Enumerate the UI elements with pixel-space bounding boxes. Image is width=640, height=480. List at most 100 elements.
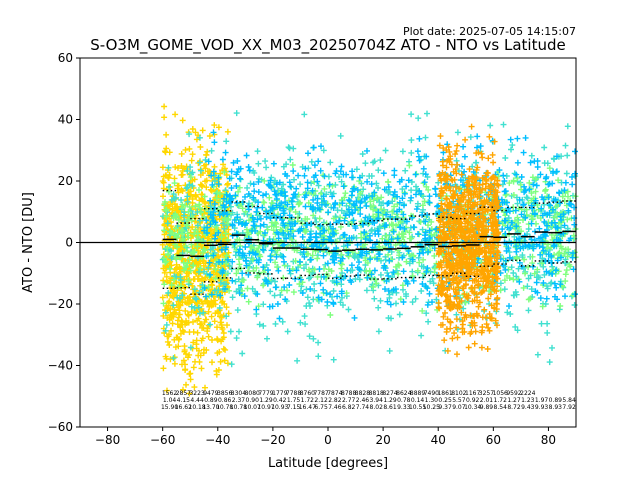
bin-stat-label: 10.78 <box>230 404 247 411</box>
bin-stat-label: 1167 <box>465 390 480 397</box>
bin-stat-label: 8624 <box>396 390 411 397</box>
bin-stat-label: 2.12 <box>314 397 328 404</box>
bin-stat-label: 8102 <box>451 390 466 397</box>
bin-stat-label: 3856 <box>217 390 232 397</box>
x-tick-label: 80 <box>541 433 556 447</box>
bin-stat-label: 10.93 <box>271 404 288 411</box>
bin-stat-label: 1.23 <box>521 397 535 404</box>
bin-stat-label: 1.72 <box>494 397 508 404</box>
x-tick-label: −60 <box>150 433 175 447</box>
point-cloud-3 <box>201 129 578 322</box>
bin-stat-label: 8.61 <box>383 404 397 411</box>
bin-stat-label: 6.75 <box>314 404 328 411</box>
x-tick-label: −80 <box>95 433 120 447</box>
bin-stat-label: 1.04 <box>163 397 177 404</box>
bin-stat-label: 0.86 <box>218 397 232 404</box>
y-tick-label: 60 <box>58 51 73 65</box>
bin-stat-label: 4.44 <box>190 397 204 404</box>
x-tick-label: 60 <box>486 433 501 447</box>
bin-stat-label: 16.62 <box>175 404 192 411</box>
bin-stat-label: 10.97 <box>257 404 274 411</box>
bin-stat-label: 3223 <box>189 390 204 397</box>
bin-stat-label: 10.18 <box>189 404 206 411</box>
bin-stat-label: 9.89 <box>480 404 494 411</box>
bin-stat-label: 8304 <box>231 390 246 397</box>
bin-stat-label: 4.15 <box>177 397 191 404</box>
bin-stat-label: 0.25 <box>438 397 452 404</box>
bin-stat-label: 8080 <box>245 390 260 397</box>
bin-stat-label: 1562 <box>162 390 177 397</box>
bin-stat-label: 7779 <box>258 390 273 397</box>
chart-title: S-O3M_GOME_VOD_XX_M03_20250704Z ATO - NT… <box>90 36 566 55</box>
bin-stat-label: 8274 <box>382 390 397 397</box>
bin-stat-label: 15.90 <box>161 404 178 411</box>
y-tick-label: 20 <box>58 174 73 188</box>
bin-stat-label: 7.92 <box>562 404 576 411</box>
bin-stat-label: 0.90 <box>246 397 260 404</box>
bin-stat-label: 1.27 <box>507 397 521 404</box>
bin-stat-label: 5.57 <box>452 397 466 404</box>
bin-stat-label: 8760 <box>300 390 315 397</box>
y-axis-label: ATO - NTO [DU] <box>21 192 36 293</box>
bin-stat-label: 7.15 <box>287 404 301 411</box>
bin-stat-label: 2.46 <box>356 397 370 404</box>
bin-stat-label: 8818 <box>369 390 384 397</box>
y-tick-label: 0 <box>65 236 73 250</box>
y-tick-label: −60 <box>48 420 73 434</box>
bin-stat-label: 1.72 <box>301 397 315 404</box>
bin-stat-label: 9.07 <box>452 404 466 411</box>
bin-stat-label: 8.93 <box>549 404 563 411</box>
bin-stat-label: 8.72 <box>507 404 521 411</box>
bin-stat-label: 10.34 <box>464 404 481 411</box>
plot-date: Plot date: 2025-07-05 14:15:07 <box>403 25 576 38</box>
bin-stat-label: 0.92 <box>466 397 480 404</box>
bin-stat-label: 1.97 <box>535 397 549 404</box>
bin-stat-label: 1.29 <box>259 397 273 404</box>
x-tick-label: −40 <box>205 433 230 447</box>
bin-stat-label: 3.94 <box>370 397 384 404</box>
bin-stat-label: 8828 <box>355 390 370 397</box>
bin-stat-label: 7787 <box>313 390 328 397</box>
bin-stat-label: 7.46 <box>328 404 342 411</box>
bin-stat-label: 7874 <box>327 390 342 397</box>
bin-stat-label: 8788 <box>341 390 356 397</box>
x-axis-label: Latitude [degrees] <box>268 456 388 471</box>
bin-stat-label: 2224 <box>520 390 535 397</box>
bin-stat-label: 10.25 <box>423 404 440 411</box>
bin-stat-label: 10.07 <box>244 404 261 411</box>
bin-stat-label: 8889 <box>410 390 425 397</box>
bin-stat-label: 16.47 <box>299 404 316 411</box>
y-tick-label: −40 <box>48 359 73 373</box>
bin-stat-label: 2.82 <box>328 397 342 404</box>
bin-stat-label: 6.82 <box>342 404 356 411</box>
bin-stat-label: 5.84 <box>562 397 576 404</box>
x-tick-label: −20 <box>260 433 285 447</box>
bin-stat-label: 9.93 <box>535 404 549 411</box>
bin-stat-label: 0.14 <box>411 397 425 404</box>
axes: −80 −60 −40 −20 0 20 40 60 80 −60 −40 −20 0 20 40 60 <box>48 51 556 447</box>
bin-stat-label: 0.78 <box>397 397 411 404</box>
bin-stat-label: 1056 <box>493 390 508 397</box>
bin-stat-label: 7490 <box>424 390 439 397</box>
y-tick-label: 40 <box>58 113 73 127</box>
bin-stat-label: 1861 <box>437 390 452 397</box>
bin-stat-label: 1.30 <box>425 397 439 404</box>
bin-stat-label: 9.37 <box>438 404 452 411</box>
bin-stat-label: 13.70 <box>202 404 219 411</box>
statistic-lines <box>80 189 576 295</box>
x-tick-label: 20 <box>375 433 390 447</box>
bin-stat-label: 10.55 <box>409 404 426 411</box>
bin-stat-label: 7.74 <box>356 404 370 411</box>
bin-stat-label: 8.54 <box>494 404 508 411</box>
bin-stat-label: 8.02 <box>370 404 384 411</box>
bin-stat-label: 9479 <box>203 390 218 397</box>
bin-stat-label: 9.43 <box>521 404 535 411</box>
bin-stat-label: 10.78 <box>216 404 233 411</box>
x-tick-label: 0 <box>324 433 332 447</box>
bin-stat-label: 0.89 <box>549 397 563 404</box>
bin-stat-label: 0.89 <box>204 397 218 404</box>
bin-stat-label: 2857 <box>176 390 191 397</box>
x-tick-label: 40 <box>431 433 446 447</box>
